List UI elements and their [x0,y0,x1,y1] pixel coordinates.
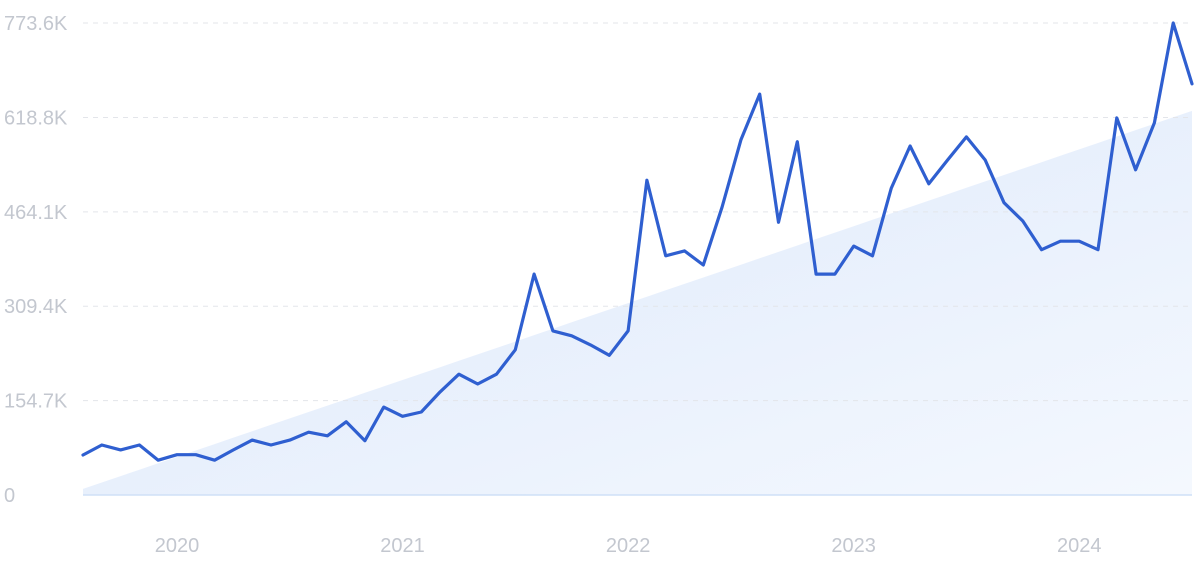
y-tick-label: 773.6K [4,13,68,35]
x-tick-label: 2024 [1057,535,1102,557]
trend-area [83,110,1192,496]
y-tick-label: 618.8K [4,107,68,129]
y-tick-label: 0 [4,485,15,507]
y-tick-label: 464.1K [4,202,68,224]
x-tick-label: 2021 [380,535,425,557]
x-tick-label: 2020 [155,535,200,557]
x-tick-label: 2022 [606,535,651,557]
y-tick-label: 309.4K [4,296,68,318]
y-tick-label: 154.7K [4,391,68,413]
line [81,21,1194,462]
x-tick-label: 2023 [831,535,876,557]
